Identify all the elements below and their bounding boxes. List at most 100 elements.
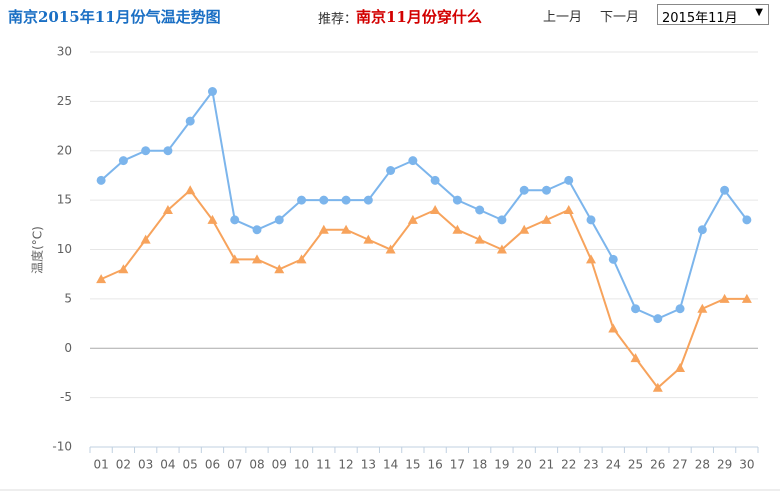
x-tick-label: 07 xyxy=(227,458,242,472)
month-select-text: 2015年11月 xyxy=(662,11,738,26)
x-tick-label: 15 xyxy=(405,458,420,472)
x-tick-label: 14 xyxy=(383,458,398,472)
month-select[interactable]: 2015年11月 ▼ xyxy=(657,4,769,26)
recommend-label: 推荐： xyxy=(318,12,358,27)
point-marker xyxy=(163,146,173,156)
x-tick-label: 11 xyxy=(316,458,331,472)
x-tick-label: 30 xyxy=(739,458,754,472)
point-marker xyxy=(497,215,507,225)
point-marker xyxy=(519,224,530,234)
y-tick-label: 10 xyxy=(57,242,72,256)
point-marker xyxy=(475,205,485,215)
line-series xyxy=(100,89,748,320)
next-month[interactable]: 下一月 xyxy=(600,10,640,25)
y-tick-label: 15 xyxy=(57,193,72,207)
point-marker xyxy=(474,234,485,244)
point-marker xyxy=(496,244,507,254)
line-series xyxy=(100,188,747,390)
point-marker xyxy=(207,87,217,96)
x-tick-label: 23 xyxy=(583,458,598,472)
point-marker xyxy=(719,293,730,303)
point-marker xyxy=(162,205,173,214)
point-marker xyxy=(386,166,396,175)
x-tick-label: 02 xyxy=(116,458,131,472)
point-marker xyxy=(229,254,240,264)
x-tick-label: 18 xyxy=(472,458,487,472)
point-marker xyxy=(452,224,463,234)
x-tick-label: 16 xyxy=(427,458,442,472)
x-tick-label: 20 xyxy=(517,458,532,472)
point-marker xyxy=(541,214,552,224)
point-marker xyxy=(252,254,262,264)
y-tick-label: -5 xyxy=(60,390,72,404)
point-marker xyxy=(630,353,641,363)
point-marker xyxy=(363,234,374,244)
point-marker xyxy=(140,234,151,244)
point-marker xyxy=(185,185,196,195)
point-marker xyxy=(563,205,574,214)
point-marker xyxy=(608,323,619,333)
point-marker xyxy=(586,254,596,264)
point-marker xyxy=(185,116,195,126)
y-tick-label: 20 xyxy=(57,143,72,157)
point-marker xyxy=(652,382,663,392)
y-tick-label: -10 xyxy=(52,440,72,454)
x-tick-label: 05 xyxy=(183,458,198,472)
x-tick-label: 24 xyxy=(606,458,621,472)
x-tick-label: 03 xyxy=(138,458,153,472)
x-tick-label: 10 xyxy=(294,458,309,472)
y-tick-label: 25 xyxy=(57,94,72,108)
point-marker xyxy=(675,363,686,372)
x-tick-label: 04 xyxy=(160,458,175,472)
y-tick-label: 0 xyxy=(64,341,72,355)
point-marker xyxy=(296,254,307,264)
point-marker xyxy=(408,156,418,166)
point-marker xyxy=(363,195,373,205)
point-marker xyxy=(430,175,440,185)
point-marker xyxy=(318,224,329,234)
x-tick-label: 12 xyxy=(338,458,353,472)
point-marker xyxy=(341,224,352,234)
prev-month[interactable]: 上一月 xyxy=(543,10,583,25)
point-marker xyxy=(96,274,107,284)
x-tick-label: 01 xyxy=(93,458,108,472)
point-marker xyxy=(675,304,685,314)
point-marker xyxy=(141,146,151,156)
point-marker xyxy=(697,225,707,235)
point-marker xyxy=(430,205,441,214)
x-tick-label: 21 xyxy=(539,458,554,472)
point-marker xyxy=(341,195,351,205)
point-marker xyxy=(407,214,418,224)
x-tick-label: 28 xyxy=(695,458,710,472)
x-tick-label: 22 xyxy=(561,458,576,472)
y-axis-label: 温度(°C) xyxy=(30,226,45,274)
point-marker xyxy=(742,215,752,225)
point-marker xyxy=(720,185,730,195)
point-marker xyxy=(207,214,218,224)
y-tick-label: 5 xyxy=(64,291,72,305)
x-tick-label: 06 xyxy=(205,458,220,472)
point-marker xyxy=(541,185,551,195)
point-marker xyxy=(519,185,529,195)
point-marker xyxy=(252,225,262,235)
point-marker xyxy=(385,244,396,254)
x-tick-label: 27 xyxy=(672,458,687,472)
x-tick-label: 19 xyxy=(494,458,509,472)
point-marker xyxy=(564,175,574,185)
point-marker xyxy=(297,195,307,205)
x-tick-label: 25 xyxy=(628,458,643,472)
point-marker xyxy=(697,303,708,313)
x-tick-label: 17 xyxy=(450,458,465,472)
x-tick-label: 26 xyxy=(650,458,665,472)
point-marker xyxy=(274,264,285,274)
point-marker xyxy=(118,264,129,274)
point-marker xyxy=(608,254,618,264)
point-marker xyxy=(586,215,596,225)
recommend-link[interactable]: 南京11月份穿什么 xyxy=(356,8,482,26)
point-marker xyxy=(230,215,240,225)
x-tick-label: 08 xyxy=(249,458,264,472)
point-marker xyxy=(96,175,106,185)
x-tick-label: 09 xyxy=(272,458,287,472)
